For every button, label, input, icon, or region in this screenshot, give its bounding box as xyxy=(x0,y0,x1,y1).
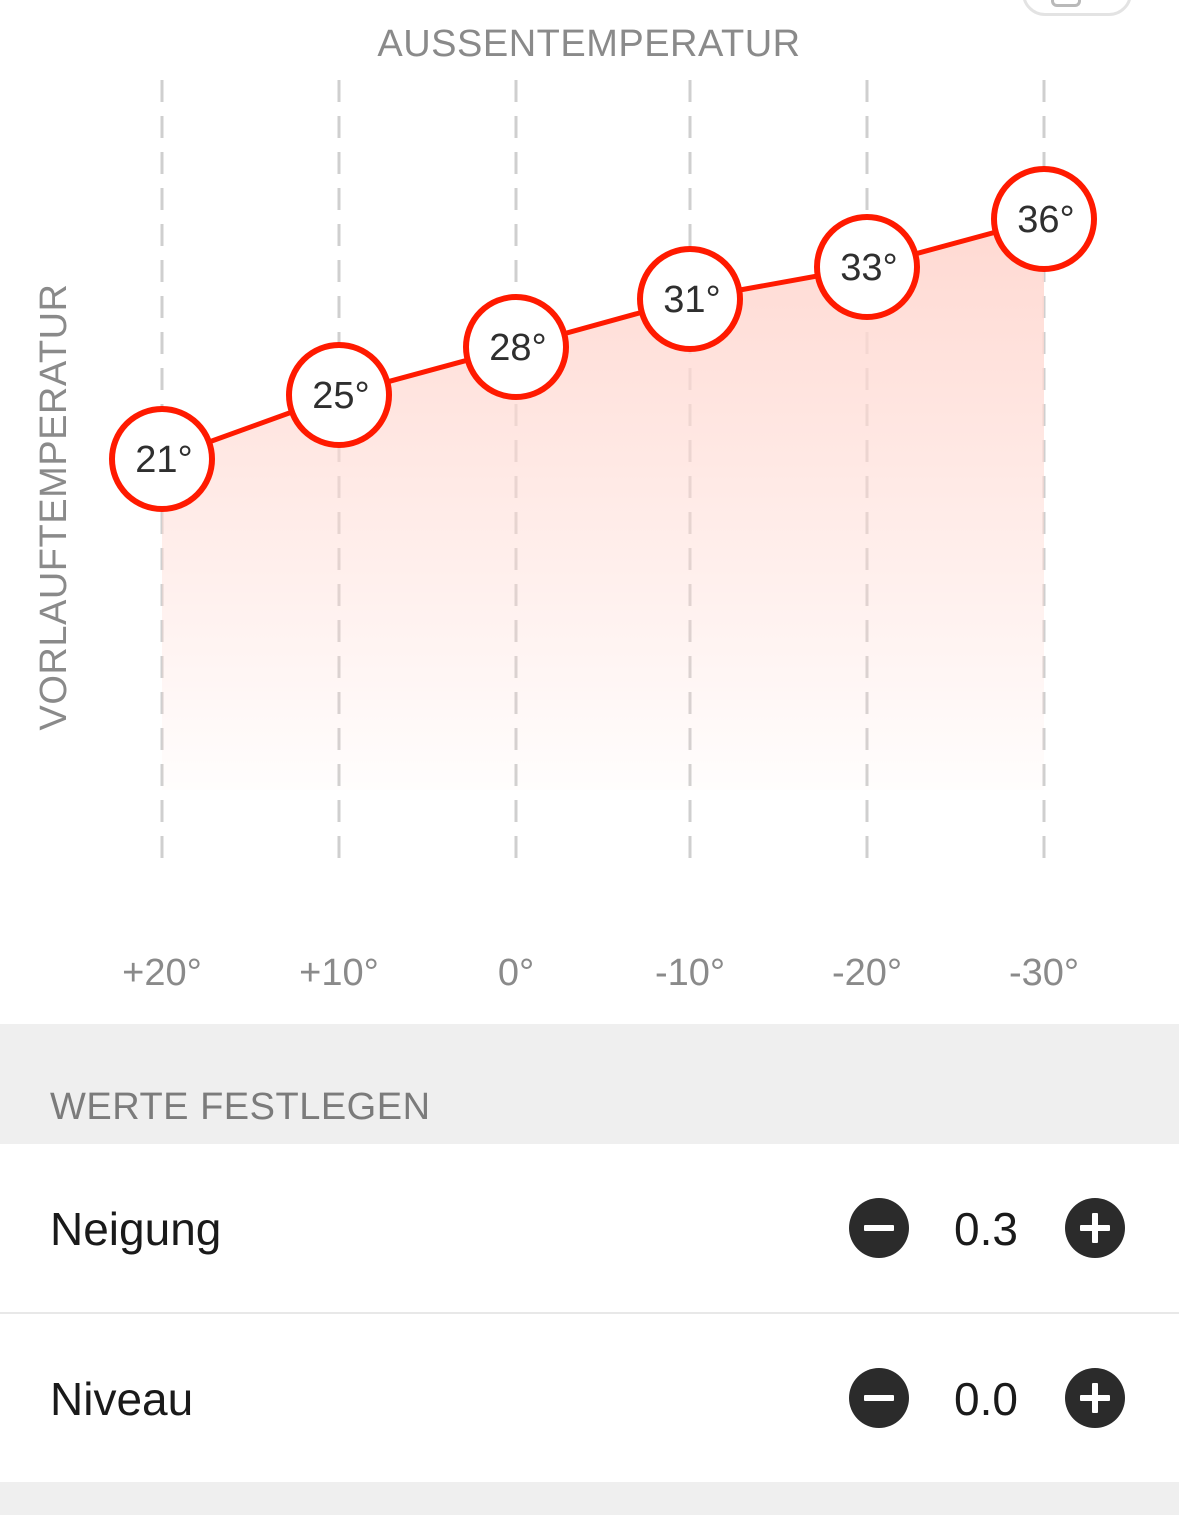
heating-curve-chart: AUSSENTEMPERATUR VORLAUFTEMPERATUR 21° 25… xyxy=(33,23,1097,994)
curve-point-handle[interactable] xyxy=(109,406,215,512)
curve-point-label: 28° xyxy=(489,327,546,369)
x-tick-label: -20° xyxy=(832,952,902,994)
curve-point-label: 25° xyxy=(312,375,369,417)
x-tick-label: 0° xyxy=(498,952,534,994)
plus-bar-vertical xyxy=(1092,1383,1098,1413)
decrease-neigung-button[interactable] xyxy=(849,1198,909,1258)
curve-area-fill xyxy=(162,219,1044,790)
increase-neigung-button[interactable] xyxy=(1065,1198,1125,1258)
setting-label: Neigung xyxy=(50,1203,222,1255)
tray-icon xyxy=(1051,0,1081,7)
x-tick-label: +10° xyxy=(299,952,379,994)
increase-niveau-button[interactable] xyxy=(1065,1368,1125,1428)
setting-row-neigung: Neigung 0.3 xyxy=(0,1144,1179,1312)
x-tick-label: -30° xyxy=(1009,952,1079,994)
curve-point-handle[interactable] xyxy=(463,294,569,400)
x-tick-label: +20° xyxy=(122,952,202,994)
curve-point-handle[interactable] xyxy=(991,166,1097,272)
x-axis-title: AUSSENTEMPERATUR xyxy=(377,23,800,65)
setting-value: 0.3 xyxy=(954,1203,1018,1255)
plus-bar-vertical xyxy=(1092,1213,1098,1243)
curve-point-handle[interactable] xyxy=(286,342,392,448)
setting-value: 0.0 xyxy=(954,1373,1018,1425)
curve-point-label: 36° xyxy=(1017,199,1074,241)
row-divider xyxy=(0,1312,1179,1314)
bottom-section-band xyxy=(0,1482,1179,1515)
section-title: WERTE FESTLEGEN xyxy=(50,1086,431,1128)
curve-point-label: 33° xyxy=(840,247,897,289)
setting-row-niveau: Niveau 0.0 xyxy=(0,1314,1179,1482)
curve-point-label: 21° xyxy=(135,439,192,481)
curve-point-handle[interactable] xyxy=(814,214,920,320)
decrease-niveau-button[interactable] xyxy=(849,1368,909,1428)
curve-point-handle[interactable] xyxy=(637,246,743,352)
x-tick-label: -10° xyxy=(655,952,725,994)
minus-circle-icon xyxy=(864,1395,894,1401)
y-axis-title: VORLAUFTEMPERATUR xyxy=(33,284,75,731)
setting-label: Niveau xyxy=(50,1373,194,1425)
curve-point-label: 31° xyxy=(663,279,720,321)
section-header: WERTE FESTLEGEN xyxy=(0,1024,1179,1144)
minus-circle-icon xyxy=(864,1225,894,1231)
